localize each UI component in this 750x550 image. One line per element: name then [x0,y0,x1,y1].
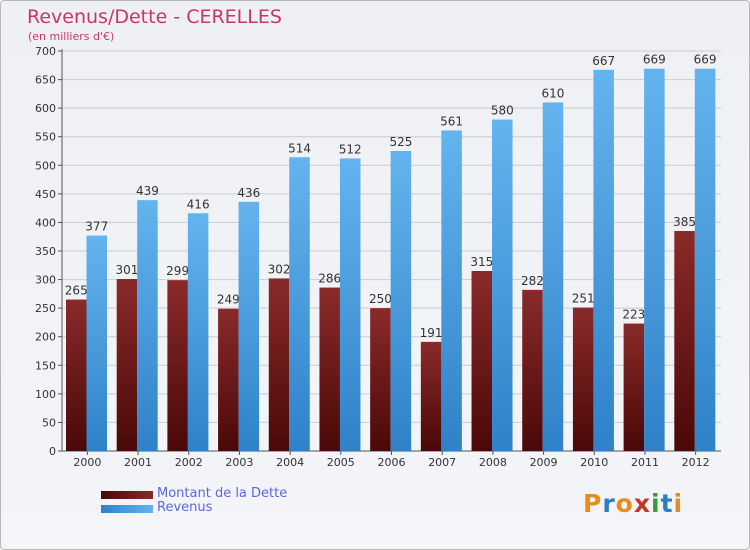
x-tick-label: 2004 [276,456,304,469]
y-tick-label: 200 [35,331,56,344]
y-tick-label: 450 [35,188,56,201]
data-label: 265 [65,284,88,298]
y-tick-label: 700 [35,45,56,58]
data-label: 302 [268,262,291,276]
x-tick-label: 2003 [225,456,253,469]
bar-dette [370,308,391,451]
bar-revenus [137,200,158,451]
data-label: 561 [440,114,463,128]
y-tick-label: 600 [35,102,56,115]
data-label: 249 [217,293,240,307]
y-tick-label: 100 [35,388,56,401]
x-tick-label: 2005 [327,456,355,469]
bar-revenus [339,158,361,451]
bar-revenus [289,157,310,452]
logo-letter: P [583,489,603,518]
data-label: 439 [136,184,159,198]
data-label: 377 [85,220,108,234]
bar-dette [522,289,543,451]
data-label: 315 [470,255,493,269]
bar-dette [471,271,493,451]
data-label: 669 [643,53,666,67]
data-label: 525 [389,135,412,149]
bar-dette [268,278,290,451]
logo-letter: t [660,489,674,518]
legend-swatch-dette [101,491,153,499]
bar-dette [572,307,594,451]
y-tick-label: 550 [35,131,56,144]
logo-letter: x [633,489,651,518]
data-label: 223 [622,308,645,322]
y-tick-label: 0 [49,445,56,458]
data-label: 667 [592,54,615,68]
y-tick-label: 150 [35,359,56,372]
bar-revenus [86,235,107,451]
bar-revenus [694,68,716,451]
data-label: 250 [369,292,392,306]
bar-revenus [542,102,564,451]
data-label: 514 [288,141,311,155]
y-tick-label: 650 [35,74,56,87]
bar-revenus [593,69,614,451]
x-tick-label: 2001 [124,456,152,469]
logo-letter: i [651,489,661,518]
bar-dette [623,323,645,451]
y-tick-label: 400 [35,216,56,229]
legend-label-dette: Montant de la Dette [157,486,288,501]
data-label: 191 [420,326,443,340]
data-label: 301 [115,263,138,277]
bar-revenus [238,201,260,451]
proxiti-logo: Proxiti [583,489,683,518]
bar-dette [319,287,340,451]
data-label: 580 [491,104,514,118]
x-tick-label: 2009 [530,456,558,469]
bar-revenus [644,68,665,451]
x-tick-label: 2008 [479,456,507,469]
x-tick-label: 2007 [428,456,456,469]
y-tick-label: 300 [35,274,56,287]
data-label: 299 [166,264,189,278]
data-label: 436 [237,186,260,200]
bar-revenus [492,119,513,452]
data-label: 512 [339,142,362,156]
bar-dette [420,341,442,451]
legend-label-revenus: Revenus [157,500,213,515]
x-tick-label: 2006 [378,456,406,469]
bar-revenus [390,151,412,451]
chart-title: Revenus/Dette - CERELLES [27,6,282,28]
data-label: 385 [673,215,696,229]
bar-dette [674,231,695,451]
data-label: 416 [187,197,210,211]
y-tick-label: 50 [42,416,56,429]
logo-letter: r [602,489,616,518]
bar-dette [116,279,138,451]
bar-dette [167,280,188,451]
y-tick-label: 250 [35,302,56,315]
x-tick-label: 2000 [73,456,101,469]
bar-revenus [441,130,462,451]
logo-letter: i [673,489,684,518]
y-tick-label: 350 [35,245,56,258]
data-label: 251 [572,292,595,306]
x-tick-label: 2011 [631,456,659,469]
bar-revenus [187,213,209,451]
x-tick-label: 2010 [580,456,608,469]
legend-swatch-revenus [101,505,153,513]
data-label: 610 [542,86,565,100]
chart-subtitle: (en milliers d'€) [28,30,115,43]
logo-letter: o [615,489,634,518]
data-label: 286 [318,272,341,286]
y-tick-label: 500 [35,159,56,172]
data-label: 282 [521,274,544,288]
bar-dette [218,308,239,451]
x-tick-label: 2012 [682,456,710,469]
bar-dette [66,299,87,451]
x-tick-label: 2002 [175,456,203,469]
data-label: 669 [694,53,717,67]
